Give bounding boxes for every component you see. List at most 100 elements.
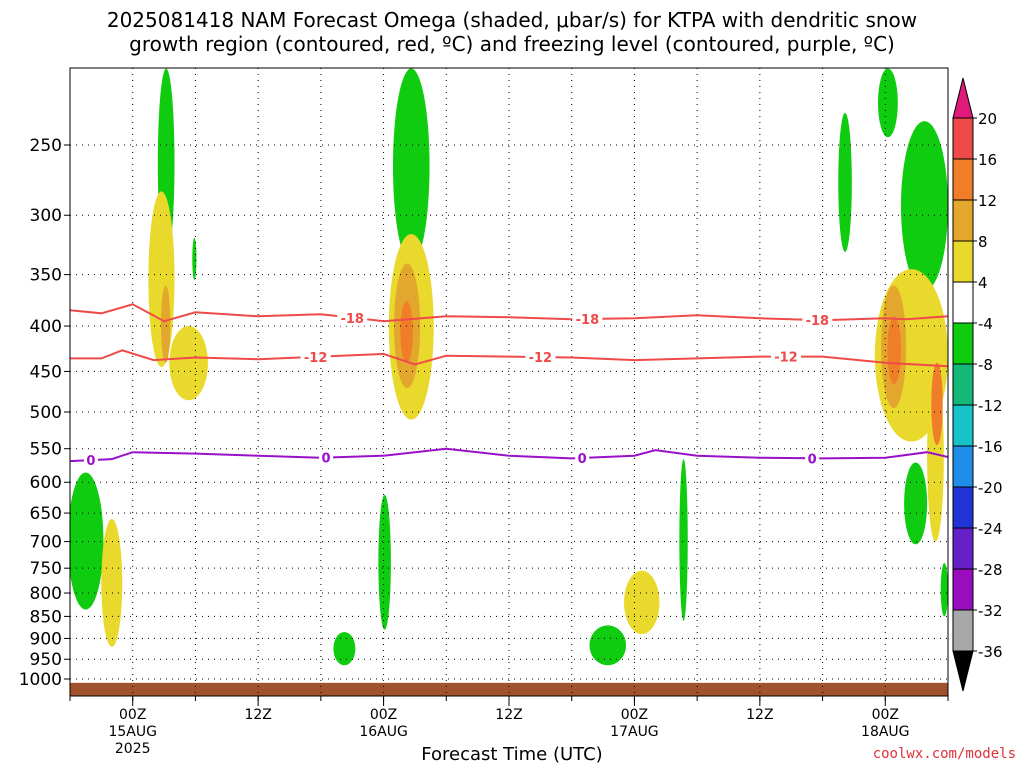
colorbar-label-2: 12 — [978, 192, 997, 210]
y-tick-label-650: 650 — [30, 504, 62, 524]
omega-region-5 — [70, 472, 104, 610]
colorbar-label-13: -36 — [978, 643, 1003, 661]
omega-region-18 — [900, 121, 948, 291]
contour-label-bg--12-1 — [525, 349, 556, 366]
omega-region-7 — [392, 68, 430, 264]
omega-region-16 — [838, 112, 852, 252]
contour-label-bg-0-1 — [319, 449, 334, 466]
ground-surface — [70, 682, 948, 696]
omega-region-25 — [940, 563, 948, 617]
omega-region-6 — [101, 518, 123, 647]
x-tick-label-0-1: 15AUG — [108, 724, 157, 740]
colorbar-label-9: -20 — [978, 479, 1003, 497]
contour-label--12-2: -12 — [774, 351, 798, 366]
colorbar-label-7: -12 — [978, 397, 1003, 415]
colorbar-segment-12 — [952, 609, 974, 652]
x-tick-label-0-2: 2025 — [115, 741, 151, 757]
colorbar-label-0: 20 — [978, 110, 997, 128]
contour-label--18-0: -18 — [340, 312, 364, 327]
y-tick-label-400: 400 — [30, 317, 62, 337]
y-tick-label-500: 500 — [30, 403, 62, 423]
contour-label-0-2: 0 — [578, 452, 587, 467]
omega-region-4 — [160, 285, 171, 363]
x-tick-label-4-0: 00Z — [621, 707, 648, 723]
colorbar-label-8: -16 — [978, 438, 1003, 456]
y-tick-label-550: 550 — [30, 440, 62, 460]
colorbar-label-12: -32 — [978, 602, 1003, 620]
colorbar-segment-3 — [952, 240, 974, 283]
colorbar-label-3: 8 — [978, 233, 988, 251]
contour-label-0-0: 0 — [86, 454, 95, 469]
contour-label-0-3: 0 — [808, 452, 817, 467]
colorbar-segment-7 — [952, 404, 974, 447]
x-tick-label-4-1: 17AUG — [610, 724, 659, 740]
colorbar-segment-5 — [952, 322, 974, 365]
y-tick-label-250: 250 — [30, 136, 62, 156]
y-tick-label-700: 700 — [30, 533, 62, 553]
omega-region-17 — [877, 68, 898, 138]
chart-title-line2: growth region (contoured, red, ºC) and f… — [129, 32, 895, 56]
x-tick-label-6-1: 18AUG — [861, 724, 910, 740]
y-tick-label-350: 350 — [30, 266, 62, 286]
contour-label-bg--18-0 — [337, 309, 368, 326]
y-tick-label-850: 850 — [30, 607, 62, 627]
contour-line-0 — [70, 447, 948, 463]
x-tick-label-1-0: 12Z — [244, 707, 271, 723]
omega-region-13 — [589, 625, 627, 666]
contour-line--18 — [70, 303, 948, 323]
contour-label-bg-0-2 — [575, 449, 590, 466]
site-credit: coolwx.com/models — [872, 746, 1016, 762]
colorbar-segment-0 — [952, 117, 974, 160]
colorbar-label-1: 16 — [978, 151, 997, 169]
colorbar-segment-10 — [952, 527, 974, 570]
x-axis-title: Forecast Time (UTC) — [421, 744, 603, 765]
contour-label--18-2: -18 — [806, 314, 830, 329]
omega-region-11 — [378, 494, 391, 630]
omega-region-22 — [904, 462, 928, 545]
colorbar-top-arrow — [952, 77, 974, 119]
contour-label-bg--12-0 — [300, 348, 331, 365]
contour-label-bg--18-2 — [802, 312, 833, 329]
x-tick-label-2-1: 16AUG — [359, 724, 408, 740]
colorbar-label-11: -28 — [978, 561, 1003, 579]
colorbar-segment-1 — [952, 158, 974, 201]
colorbar-segment-4 — [952, 281, 974, 324]
omega-region-15 — [679, 459, 688, 621]
omega-region-1 — [192, 237, 197, 281]
contour-label--18-1: -18 — [576, 313, 600, 328]
x-tick-label-6-0: 00Z — [872, 707, 899, 723]
colorbar-segment-9 — [952, 486, 974, 529]
x-tick-label-5-0: 12Z — [746, 707, 773, 723]
contour-label-bg--18-1 — [572, 310, 603, 327]
y-tick-label-600: 600 — [30, 473, 62, 493]
y-tick-label-950: 950 — [30, 650, 62, 670]
omega-region-10 — [400, 301, 413, 363]
colorbar-segment-2 — [952, 199, 974, 242]
contour-label--12-0: -12 — [304, 351, 328, 366]
contour-label-bg-0-0 — [83, 452, 98, 469]
colorbar-bottom-arrow — [952, 650, 974, 692]
y-tick-label-1000: 1000 — [19, 670, 62, 690]
contour-label-0-1: 0 — [322, 452, 331, 467]
x-tick-label-2-0: 00Z — [370, 707, 397, 723]
y-tick-label-300: 300 — [30, 206, 62, 226]
y-tick-label-900: 900 — [30, 629, 62, 649]
colorbar-label-6: -8 — [978, 356, 993, 374]
omega-region-21 — [887, 316, 901, 385]
omega-region-24 — [931, 362, 943, 446]
colorbar-segment-11 — [952, 568, 974, 611]
colorbar-label-5: -4 — [978, 315, 993, 333]
x-tick-label-3-0: 12Z — [495, 707, 522, 723]
colorbar-label-4: 4 — [978, 274, 988, 292]
colorbar-label-10: -24 — [978, 520, 1003, 538]
omega-region-3 — [169, 326, 208, 401]
omega-region-14 — [623, 570, 660, 635]
x-tick-label-0-0: 00Z — [119, 707, 146, 723]
chart-title-line1: 2025081418 NAM Forecast Omega (shaded, μ… — [106, 8, 918, 32]
y-tick-label-750: 750 — [30, 559, 62, 579]
omega-region-12 — [333, 631, 356, 666]
colorbar-segment-6 — [952, 363, 974, 406]
y-tick-label-450: 450 — [30, 362, 62, 382]
y-tick-label-800: 800 — [30, 584, 62, 604]
